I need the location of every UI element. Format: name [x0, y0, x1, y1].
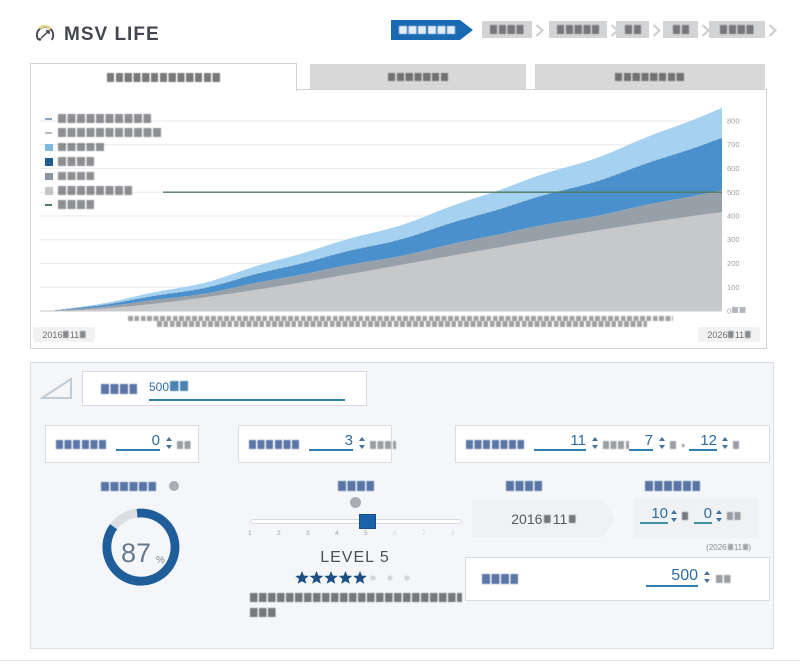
svg-text:200: 200	[727, 259, 740, 268]
svg-text:0: 0	[727, 307, 731, 316]
svg-text:300: 300	[727, 235, 740, 244]
svg-text:%: %	[156, 555, 165, 566]
svg-text:100: 100	[727, 283, 740, 292]
svg-text:600: 600	[727, 164, 740, 173]
svg-text:400: 400	[727, 212, 740, 221]
svg-text:800: 800	[727, 117, 740, 126]
svg-text:700: 700	[727, 140, 740, 149]
svg-text:87: 87	[121, 538, 151, 568]
svg-text:500: 500	[727, 188, 740, 197]
